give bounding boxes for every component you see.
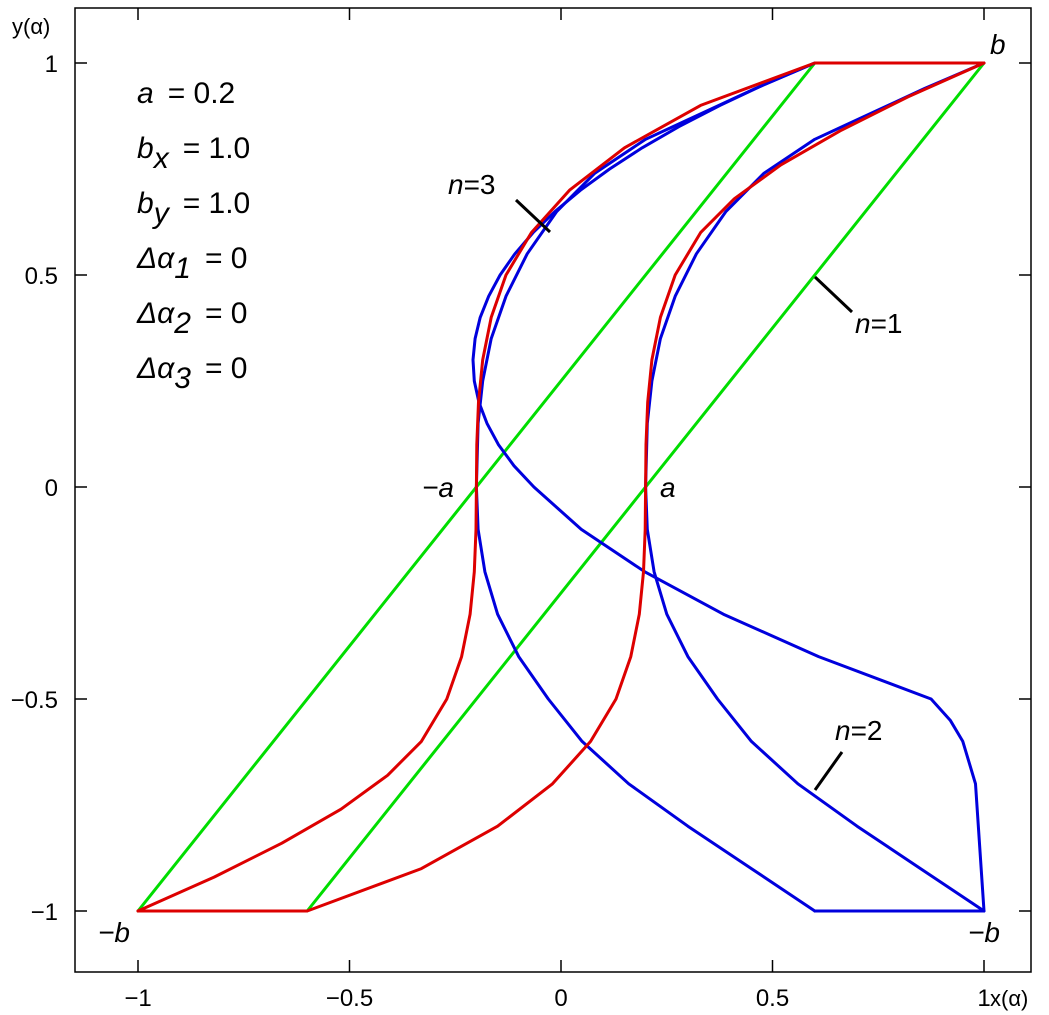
parameter-symbol: Δα bbox=[136, 297, 175, 330]
annotation-value: =3 bbox=[464, 169, 496, 200]
parameter-subscript: x bbox=[152, 142, 170, 175]
annotation-var: n bbox=[835, 715, 851, 746]
x-axis-title: x(α) bbox=[990, 986, 1028, 1011]
parameter-symbol: Δα bbox=[136, 242, 175, 275]
parameter-value: = 0.2 bbox=[168, 77, 236, 110]
annotation-var: n bbox=[855, 308, 871, 339]
point-label-b-top: b bbox=[990, 29, 1006, 60]
y-tick-label: 0 bbox=[45, 475, 58, 502]
point-label-b-neg-right: −b bbox=[968, 917, 1000, 948]
parameter-subscript: 2 bbox=[173, 307, 191, 340]
series-line-n3-7 bbox=[136, 61, 986, 913]
annotation-n2: n=2 bbox=[835, 715, 883, 746]
x-tick-label: 1 bbox=[977, 985, 990, 1012]
annotation-value: =2 bbox=[851, 715, 883, 746]
parameter-subscript: y bbox=[152, 197, 171, 230]
point-label-a-pos: a bbox=[660, 472, 676, 503]
parameter-subscript: 1 bbox=[174, 252, 191, 285]
parameter-symbol: a bbox=[137, 77, 154, 110]
parameter-subscript: 3 bbox=[174, 362, 191, 395]
series-line-n2-1 bbox=[471, 61, 986, 913]
series-layer bbox=[136, 61, 986, 913]
parameter-line: bx = 1.0 bbox=[137, 132, 250, 175]
ticks: −1 −0.5 0 0.5 1 −1 −0.5 0 0.5 1 bbox=[11, 8, 1031, 1012]
y-tick-label: 0.5 bbox=[25, 263, 58, 290]
point-label-b-neg-left: −b bbox=[98, 917, 130, 948]
parameter-value: = 1.0 bbox=[183, 187, 251, 220]
parameter-line: Δα1 = 0 bbox=[136, 242, 247, 285]
x-tick-label: 0 bbox=[554, 985, 567, 1012]
y-tick-label: 1 bbox=[45, 51, 58, 78]
series-line-n1-0 bbox=[136, 61, 986, 913]
x-tick-label: −0.5 bbox=[326, 985, 373, 1012]
series-line-n2-5 bbox=[644, 485, 986, 913]
point-label-a-neg: −a bbox=[422, 472, 454, 503]
leader-line-n2 bbox=[813, 751, 844, 791]
series-line-n2-4 bbox=[644, 61, 986, 489]
series-line-n2-2 bbox=[474, 61, 817, 489]
series-line-n3-6 bbox=[136, 61, 986, 913]
annotation-n3: n=3 bbox=[448, 169, 496, 200]
leader-line-n3 bbox=[514, 198, 552, 234]
x-tick-label: 0.5 bbox=[756, 985, 789, 1012]
annotation-var: n bbox=[448, 169, 464, 200]
leader-line-n1 bbox=[813, 275, 854, 314]
series-line-n2-3 bbox=[474, 485, 817, 913]
annotation-layer: n=1n=2n=3b−b −b−a a bbox=[98, 29, 1006, 948]
parameter-line: Δα2 = 0 bbox=[136, 297, 247, 340]
annotation-n1: n=1 bbox=[855, 308, 903, 339]
parameter-line: a = 0.2 bbox=[137, 77, 235, 110]
parameter-line: by = 1.0 bbox=[137, 187, 250, 230]
parameter-symbol: b bbox=[137, 132, 154, 165]
x-tick-label: −1 bbox=[124, 985, 151, 1012]
parameter-symbol: Δα bbox=[136, 352, 175, 385]
parameter-line: Δα3 = 0 bbox=[136, 352, 247, 395]
y-tick-label: −0.5 bbox=[11, 687, 58, 714]
annotation-value: =1 bbox=[871, 308, 903, 339]
parameter-value: = 0 bbox=[205, 242, 248, 275]
y-tick-label: −1 bbox=[31, 899, 58, 926]
parameter-symbol: b bbox=[137, 187, 154, 220]
parameter-value: = 1.0 bbox=[183, 132, 251, 165]
parameter-value: = 0 bbox=[205, 297, 248, 330]
plot-frame bbox=[74, 7, 1032, 973]
y-axis-title: y(α) bbox=[12, 14, 50, 39]
parameter-value: = 0 bbox=[205, 352, 248, 385]
